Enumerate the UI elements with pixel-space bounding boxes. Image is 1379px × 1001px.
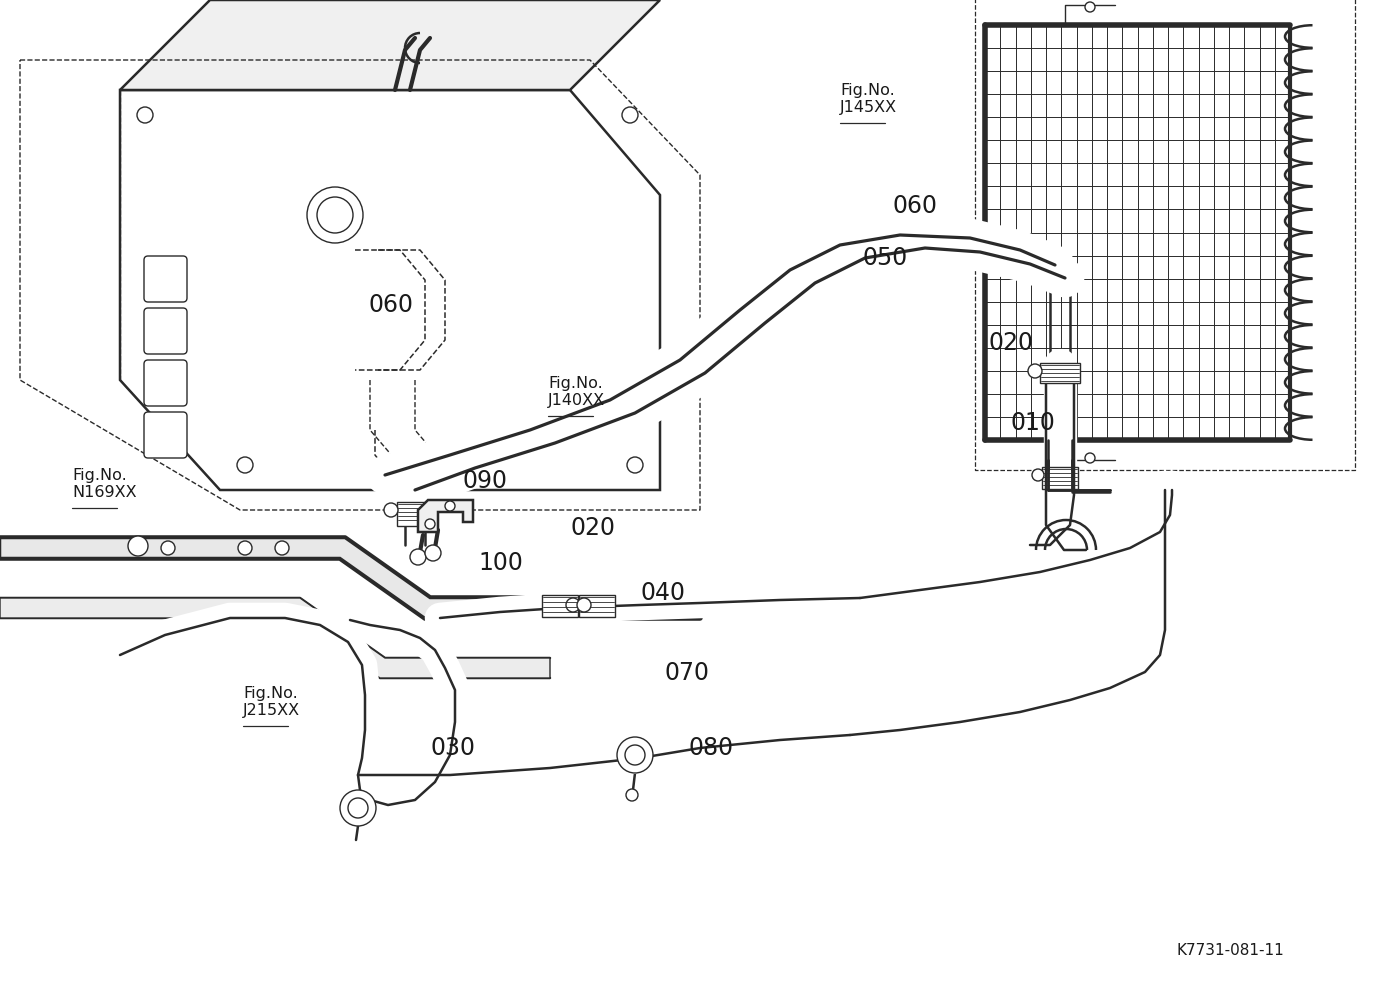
Text: 060: 060 bbox=[368, 293, 412, 317]
Polygon shape bbox=[120, 90, 661, 490]
Bar bbox=[542, 595, 578, 617]
Circle shape bbox=[128, 536, 148, 556]
Bar bbox=[397, 502, 433, 526]
Text: Fig.No.: Fig.No. bbox=[547, 376, 603, 391]
Circle shape bbox=[1085, 453, 1095, 463]
Bar bbox=[1049, 490, 1070, 498]
Circle shape bbox=[341, 790, 376, 826]
FancyBboxPatch shape bbox=[143, 360, 188, 406]
Text: 070: 070 bbox=[665, 661, 710, 685]
FancyBboxPatch shape bbox=[143, 308, 188, 354]
Text: 040: 040 bbox=[640, 581, 685, 605]
Text: 100: 100 bbox=[479, 551, 523, 575]
Polygon shape bbox=[0, 538, 701, 618]
Text: Fig.No.: Fig.No. bbox=[243, 686, 298, 701]
Circle shape bbox=[627, 457, 643, 473]
FancyBboxPatch shape bbox=[143, 256, 188, 302]
Circle shape bbox=[445, 500, 455, 511]
Text: J145XX: J145XX bbox=[840, 100, 898, 115]
Circle shape bbox=[425, 545, 441, 561]
Circle shape bbox=[625, 745, 645, 765]
Circle shape bbox=[239, 541, 252, 555]
Circle shape bbox=[161, 541, 175, 555]
Bar bbox=[1043, 467, 1078, 489]
Circle shape bbox=[383, 503, 399, 517]
Circle shape bbox=[1027, 364, 1043, 378]
Circle shape bbox=[348, 798, 368, 818]
Circle shape bbox=[1085, 2, 1095, 12]
Text: 030: 030 bbox=[430, 736, 474, 760]
Text: 090: 090 bbox=[462, 469, 507, 493]
FancyBboxPatch shape bbox=[143, 412, 188, 458]
Circle shape bbox=[622, 107, 638, 123]
Text: J215XX: J215XX bbox=[243, 703, 301, 718]
Polygon shape bbox=[120, 0, 661, 90]
Text: 020: 020 bbox=[987, 331, 1033, 355]
Text: 010: 010 bbox=[1009, 411, 1055, 435]
Polygon shape bbox=[0, 598, 550, 678]
Circle shape bbox=[565, 598, 581, 612]
Text: 050: 050 bbox=[862, 246, 907, 270]
Bar bbox=[1040, 363, 1080, 383]
Text: Fig.No.: Fig.No. bbox=[72, 468, 127, 483]
Circle shape bbox=[410, 549, 426, 565]
Text: 060: 060 bbox=[892, 194, 936, 218]
Circle shape bbox=[616, 737, 654, 773]
Text: 020: 020 bbox=[570, 516, 615, 540]
Text: Fig.No.: Fig.No. bbox=[840, 83, 895, 98]
Polygon shape bbox=[418, 500, 473, 532]
Text: N169XX: N169XX bbox=[72, 485, 137, 500]
Bar bbox=[579, 595, 615, 617]
Text: 080: 080 bbox=[688, 736, 734, 760]
Text: K7731-081-11: K7731-081-11 bbox=[1176, 943, 1284, 958]
Circle shape bbox=[317, 197, 353, 233]
Circle shape bbox=[1031, 469, 1044, 481]
Circle shape bbox=[274, 541, 290, 555]
Circle shape bbox=[237, 457, 252, 473]
Circle shape bbox=[576, 598, 592, 612]
Circle shape bbox=[425, 519, 434, 529]
Circle shape bbox=[308, 187, 363, 243]
Text: J140XX: J140XX bbox=[547, 393, 605, 408]
Circle shape bbox=[626, 789, 638, 801]
Circle shape bbox=[137, 107, 153, 123]
